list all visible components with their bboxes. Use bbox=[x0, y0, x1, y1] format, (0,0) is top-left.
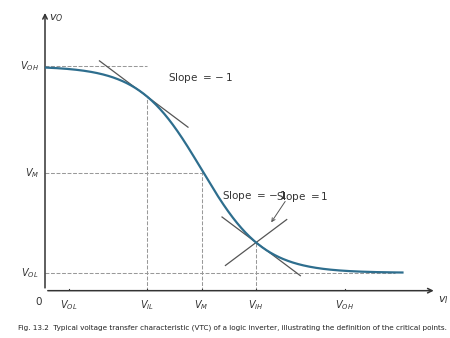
Text: Slope $= -1$: Slope $= -1$ bbox=[167, 71, 233, 86]
Text: $V_M$: $V_M$ bbox=[25, 166, 39, 180]
Text: Slope $= 1$: Slope $= 1$ bbox=[276, 190, 329, 203]
Text: $V_{OL}$: $V_{OL}$ bbox=[22, 266, 39, 280]
Text: $V_{IH}$: $V_{IH}$ bbox=[248, 298, 264, 312]
Text: $v_O$: $v_O$ bbox=[49, 13, 63, 24]
Text: $V_{OH}$: $V_{OH}$ bbox=[335, 298, 354, 312]
Text: $V_M$: $V_M$ bbox=[194, 298, 209, 312]
Text: 0: 0 bbox=[35, 297, 41, 307]
Text: $V_{OH}$: $V_{OH}$ bbox=[20, 59, 39, 73]
Text: $V_{IL}$: $V_{IL}$ bbox=[140, 298, 154, 312]
Text: $V_{OL}$: $V_{OL}$ bbox=[60, 298, 77, 312]
Text: Fig. 13.2  Typical voltage transfer characteristic (VTC) of a logic inverter, il: Fig. 13.2 Typical voltage transfer chara… bbox=[18, 325, 447, 331]
Text: Slope $= -1$: Slope $= -1$ bbox=[222, 189, 287, 203]
Text: $v_I$: $v_I$ bbox=[438, 294, 449, 306]
